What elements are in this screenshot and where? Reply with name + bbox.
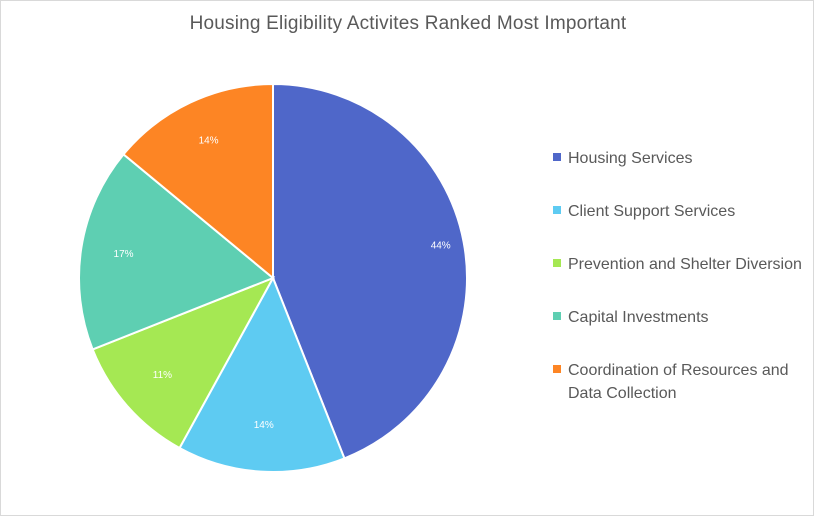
pie-slice-client-support-services[interactable] — [178, 275, 346, 473]
legend-label: Coordination of Resources and Data Colle… — [568, 362, 789, 402]
legend-label: Client Support Services — [568, 203, 736, 220]
data-label-prevention-and-shelter-diversion: 11% — [153, 370, 172, 381]
legend-swatch — [553, 206, 561, 214]
pie-slice-prevention-and-shelter-diversion[interactable] — [91, 276, 276, 450]
legend-swatch — [553, 365, 561, 373]
pie-slice-housing-services[interactable] — [272, 82, 468, 460]
data-label-capital-investments: 17% — [114, 249, 134, 260]
legend-label: Capital Investments — [568, 309, 709, 326]
legend-swatch — [553, 153, 561, 161]
pie-slice-capital-investments[interactable] — [78, 152, 275, 351]
legend-label: Prevention and Shelter Diversion — [568, 256, 802, 273]
pie-slice-coordination-of-resources-and-data-collection[interactable] — [122, 82, 274, 281]
chart-title: Housing Eligibility Activites Ranked Mos… — [189, 13, 627, 34]
legend-swatch — [553, 259, 561, 267]
legend-label: Housing Services — [568, 150, 693, 167]
data-label-client-support-services: 14% — [254, 420, 274, 431]
data-label-coordination-of-resources-and-data-collection: 14% — [199, 136, 219, 147]
legend-swatch — [553, 312, 561, 320]
data-label-housing-services: 44% — [431, 241, 451, 252]
